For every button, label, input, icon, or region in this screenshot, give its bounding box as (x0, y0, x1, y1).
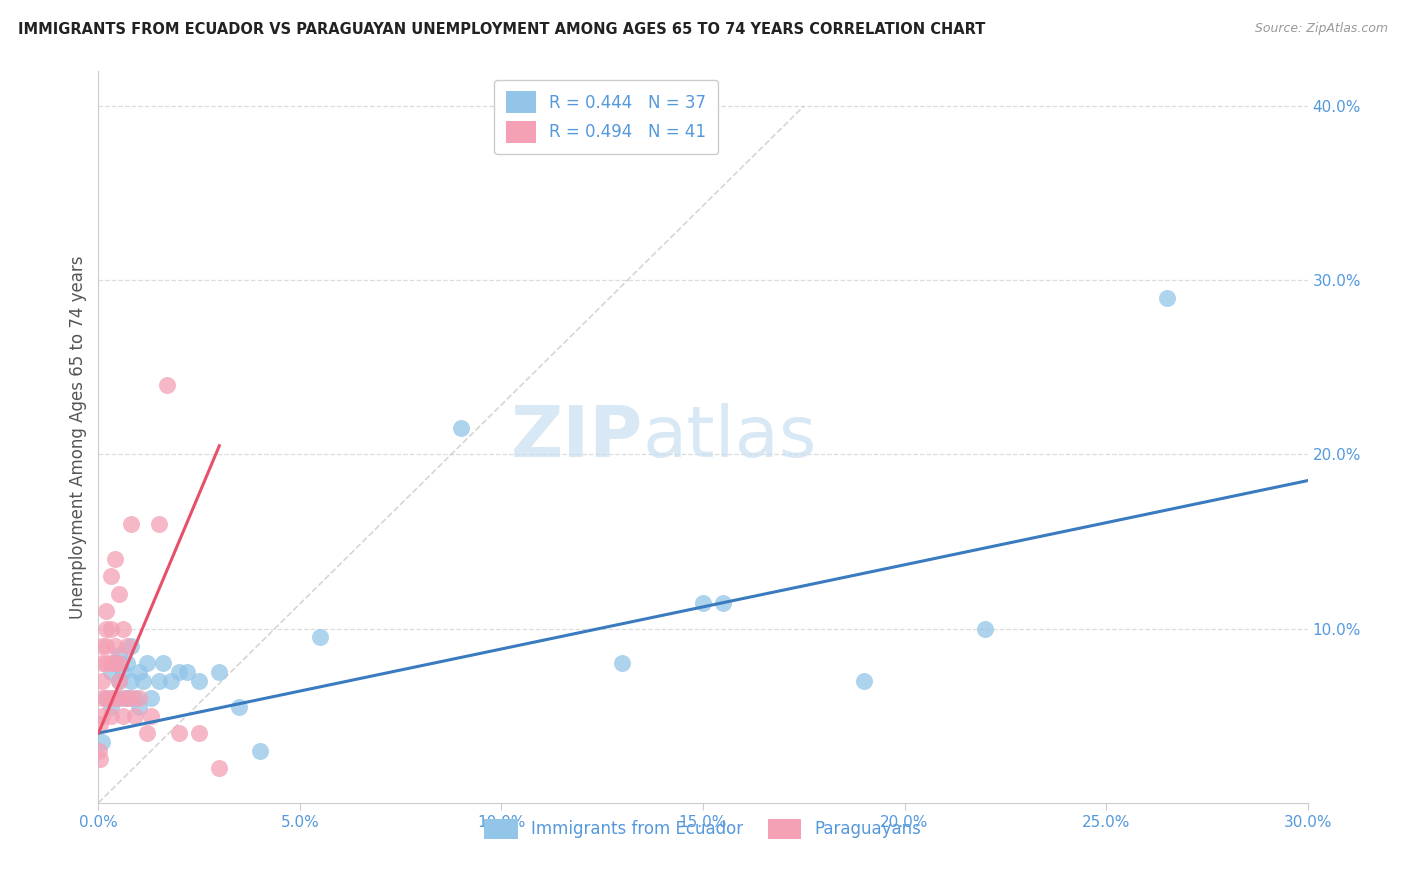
Point (115, 691, 138, 706)
Point (107, 648, 129, 662)
Point (128, 665, 150, 680)
Point (91, 691, 114, 706)
Point (89, 752, 111, 766)
Point (107, 657, 129, 671)
Point (111, 622, 134, 636)
Y-axis label: Unemployment Among Ages 65 to 74 years: Unemployment Among Ages 65 to 74 years (69, 255, 87, 619)
Point (132, 673, 155, 688)
Text: IMMIGRANTS FROM ECUADOR VS PARAGUAYAN UNEMPLOYMENT AMONG AGES 65 TO 74 YEARS COR: IMMIGRANTS FROM ECUADOR VS PARAGUAYAN UN… (18, 22, 986, 37)
Point (135, 726, 157, 740)
Point (309, 631, 332, 645)
Point (124, 708, 146, 723)
Point (96, 604, 118, 618)
Point (96, 657, 118, 671)
Point (100, 665, 122, 680)
Point (148, 673, 170, 688)
Point (96, 622, 118, 636)
Point (1156, 291, 1178, 305)
Text: ZIP: ZIP (510, 402, 643, 472)
Point (120, 517, 142, 532)
Point (111, 691, 134, 706)
Point (115, 691, 138, 706)
Point (249, 743, 271, 757)
Point (107, 673, 129, 688)
Point (91, 708, 114, 723)
Point (167, 726, 190, 740)
Point (103, 657, 125, 671)
Point (228, 700, 250, 714)
Point (103, 657, 125, 671)
Point (208, 665, 231, 680)
Text: atlas: atlas (643, 402, 817, 472)
Point (188, 673, 211, 688)
Point (128, 700, 150, 714)
Point (103, 691, 125, 706)
Point (450, 421, 472, 435)
Point (974, 622, 997, 636)
Point (100, 569, 122, 583)
Legend: Immigrants from Ecuador, Paraguayans: Immigrants from Ecuador, Paraguayans (478, 812, 928, 846)
Point (188, 726, 211, 740)
Point (115, 639, 138, 653)
Point (156, 377, 179, 392)
Point (103, 691, 125, 706)
Point (96, 691, 118, 706)
Point (100, 622, 122, 636)
Text: Source: ZipAtlas.com: Source: ZipAtlas.com (1254, 22, 1388, 36)
Point (100, 657, 122, 671)
Point (107, 691, 129, 706)
Point (103, 552, 125, 566)
Point (120, 639, 142, 653)
Point (91, 639, 114, 653)
Point (103, 639, 125, 653)
Point (176, 665, 198, 680)
Point (89, 717, 111, 731)
Point (100, 691, 122, 706)
Point (111, 708, 134, 723)
Point (208, 761, 231, 775)
Point (692, 595, 714, 609)
Point (91, 735, 114, 749)
Point (148, 517, 170, 532)
Point (89, 743, 111, 757)
Point (107, 673, 129, 688)
Point (128, 691, 150, 706)
Point (120, 691, 142, 706)
Point (107, 587, 129, 601)
Point (853, 673, 876, 688)
Point (91, 657, 114, 671)
Point (91, 673, 114, 688)
Point (711, 595, 734, 609)
Point (135, 657, 157, 671)
Point (139, 691, 162, 706)
Point (100, 700, 122, 714)
Point (100, 708, 122, 723)
Point (167, 665, 190, 680)
Point (139, 708, 162, 723)
Point (612, 657, 634, 671)
Point (160, 673, 183, 688)
Point (120, 673, 142, 688)
Point (152, 657, 174, 671)
Point (124, 691, 146, 706)
Point (111, 665, 134, 680)
Point (96, 639, 118, 653)
Point (96, 691, 118, 706)
Point (115, 657, 138, 671)
